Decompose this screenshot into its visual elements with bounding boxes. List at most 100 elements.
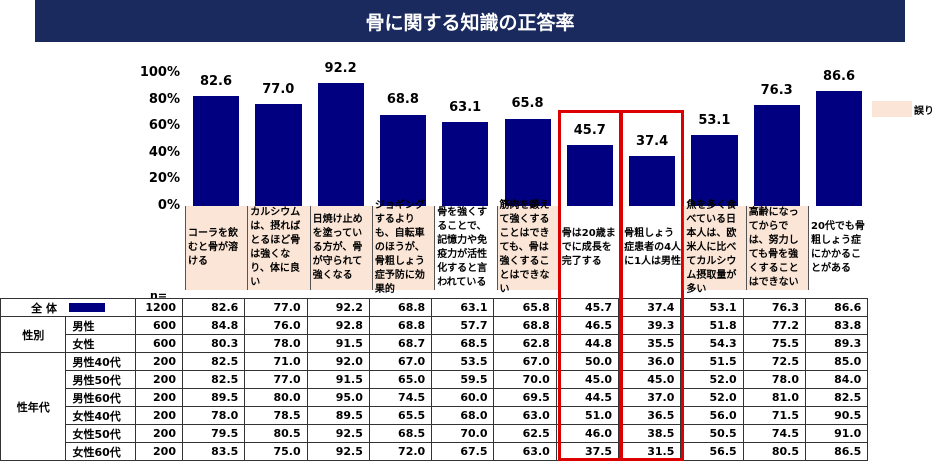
value-cell: 37.5 bbox=[555, 442, 620, 461]
value-cell: 86.6 bbox=[804, 298, 869, 317]
value-cell: 31.5 bbox=[618, 442, 682, 461]
legend-swatch-false bbox=[872, 101, 912, 117]
value-cell: 78.0 bbox=[742, 370, 806, 389]
table-row: 性別 男性 600 84.8 76.0 92.8 68.8 57.7 68.8 46.5 39.3 5… bbox=[0, 316, 869, 353]
value-cell: 59.5 bbox=[431, 370, 495, 389]
value-cell: 36.0 bbox=[618, 352, 682, 371]
value-cell: 77.0 bbox=[244, 370, 308, 389]
value-cell: 80.5 bbox=[742, 442, 806, 461]
value-cell: 84.8 bbox=[181, 316, 246, 335]
category-header: 骨粗しょう症患者の4人に1人は男性 bbox=[621, 206, 683, 290]
bar-value-label: 76.3 bbox=[760, 82, 793, 98]
n-cell: 200 bbox=[135, 370, 183, 389]
subgroup-label: 女性40代 bbox=[65, 406, 136, 425]
bar bbox=[379, 114, 427, 206]
value-cell: 92.8 bbox=[306, 316, 370, 335]
value-cell: 53.5 bbox=[431, 352, 495, 371]
value-cell: 80.0 bbox=[244, 388, 308, 407]
value-cell: 82.5 bbox=[181, 352, 246, 371]
y-tick-label: 0% bbox=[157, 198, 180, 213]
series-swatch bbox=[68, 302, 105, 312]
subgroup-label: 男性60代 bbox=[65, 388, 136, 407]
value-cell: 89.5 bbox=[181, 388, 246, 407]
value-cell: 46.0 bbox=[555, 424, 620, 443]
value-cell: 50.0 bbox=[555, 352, 620, 371]
category-header: ジョギングするよりも、自転車のほうが、骨粗しょう症予防に効果的 bbox=[371, 200, 435, 295]
y-tick-label: 20% bbox=[148, 171, 180, 187]
table-row: 女性60代 200 83.5 75.0 92.5 72.0 67.5 63.0 37.5 31.5… bbox=[1, 442, 869, 461]
n-cell: 1200 bbox=[135, 298, 183, 317]
category-header: 日焼け止めを塗っている方が、骨が守られて強くなる bbox=[309, 206, 372, 290]
table-row: 女性 600 80.3 78.0 91.5 68.7 68.5 62.8 44.8 35.5 54.… bbox=[1, 334, 869, 353]
row-label: 全 体 bbox=[31, 301, 57, 315]
value-cell: 74.5 bbox=[368, 388, 433, 407]
value-cell: 67.5 bbox=[431, 442, 495, 461]
bar-value-label: 65.8 bbox=[511, 96, 544, 112]
bar-value-label: 86.6 bbox=[822, 68, 856, 84]
value-cell: 78.0 bbox=[181, 406, 246, 425]
value-cell: 65.0 bbox=[368, 370, 433, 389]
value-cell: 68.5 bbox=[368, 424, 433, 443]
value-cell: 44.8 bbox=[555, 334, 620, 353]
value-cell: 75.0 bbox=[244, 442, 308, 461]
value-cell: 67.0 bbox=[493, 352, 557, 371]
n-cell: 600 bbox=[135, 334, 183, 353]
category-header: コーラを飲むと骨が溶ける bbox=[185, 206, 248, 290]
table-row: 性年代 男性40代 200 82.5 71.0 92.0 67.0 53.5 67.0 50.0 3… bbox=[0, 352, 869, 461]
value-cell: 63.0 bbox=[493, 442, 557, 461]
value-cell: 82.6 bbox=[181, 298, 246, 317]
table-row: 女性50代 200 79.5 80.5 92.5 68.5 70.0 62.5 46.0 38.5… bbox=[1, 424, 869, 443]
value-cell: 92.2 bbox=[306, 298, 370, 317]
value-cell: 92.5 bbox=[306, 442, 370, 461]
value-cell: 91.5 bbox=[306, 334, 370, 353]
bar-value-label: 68.8 bbox=[386, 92, 419, 108]
legend-label: 誤り bbox=[914, 106, 934, 117]
value-cell: 35.5 bbox=[618, 334, 682, 353]
value-cell: 67.0 bbox=[368, 352, 433, 371]
value-cell: 68.8 bbox=[368, 316, 433, 335]
value-cell: 78.0 bbox=[244, 334, 308, 353]
bar bbox=[504, 118, 551, 206]
y-tick-label: 100% bbox=[139, 65, 180, 80]
value-cell: 68.5 bbox=[431, 334, 495, 353]
category-header: 魚を多く食べている日本人は、欧米人に比べてカルシウム摂取量が多い bbox=[683, 200, 746, 295]
bar-value-label: 45.7 bbox=[573, 123, 606, 139]
value-cell: 68.8 bbox=[368, 298, 433, 317]
value-cell: 51.5 bbox=[680, 352, 744, 371]
value-cell: 91.5 bbox=[306, 370, 370, 389]
subgroup-label: 女性 bbox=[65, 334, 136, 353]
n-cell: 200 bbox=[135, 442, 183, 461]
bar bbox=[816, 90, 863, 206]
n-cell: 200 bbox=[135, 388, 183, 407]
value-cell: 78.5 bbox=[244, 406, 308, 425]
value-cell: 70.0 bbox=[493, 370, 557, 389]
bar-value-label: 37.4 bbox=[636, 134, 669, 150]
value-cell: 37.4 bbox=[618, 298, 682, 317]
value-cell: 84.0 bbox=[804, 370, 869, 389]
value-cell: 83.8 bbox=[804, 316, 869, 335]
value-cell: 77.0 bbox=[244, 298, 308, 317]
value-cell: 77.2 bbox=[742, 316, 806, 335]
bar bbox=[193, 96, 240, 206]
value-cell: 62.8 bbox=[493, 334, 557, 353]
value-cell: 51.0 bbox=[555, 406, 620, 425]
bar bbox=[566, 145, 614, 206]
n-cell: 600 bbox=[135, 316, 183, 335]
value-cell: 69.5 bbox=[493, 388, 557, 407]
n-cell: 200 bbox=[135, 352, 183, 371]
value-cell: 60.0 bbox=[431, 388, 495, 407]
value-cell: 82.5 bbox=[181, 370, 246, 389]
bar bbox=[629, 156, 676, 206]
value-cell: 85.0 bbox=[804, 352, 869, 371]
table-row: 女性40代 200 78.0 78.5 89.5 65.5 68.0 63.0 51.0 36.5… bbox=[1, 406, 869, 425]
value-cell: 89.3 bbox=[804, 334, 869, 353]
bar bbox=[255, 103, 302, 206]
table-row: 全 体 1200 82.6 77.0 92.2 68.8 63.1 65.8 45.7 37.4… bbox=[0, 298, 869, 317]
value-cell: 70.0 bbox=[431, 424, 495, 443]
value-cell: 52.0 bbox=[680, 388, 744, 407]
value-cell: 36.5 bbox=[618, 406, 682, 425]
table-row: 男性50代 200 82.5 77.0 91.5 65.0 59.5 70.0 45.0 45.0… bbox=[1, 370, 869, 389]
value-cell: 92.5 bbox=[306, 424, 370, 443]
bar-value-label: 92.2 bbox=[324, 61, 357, 77]
n-cell: 200 bbox=[135, 424, 183, 443]
